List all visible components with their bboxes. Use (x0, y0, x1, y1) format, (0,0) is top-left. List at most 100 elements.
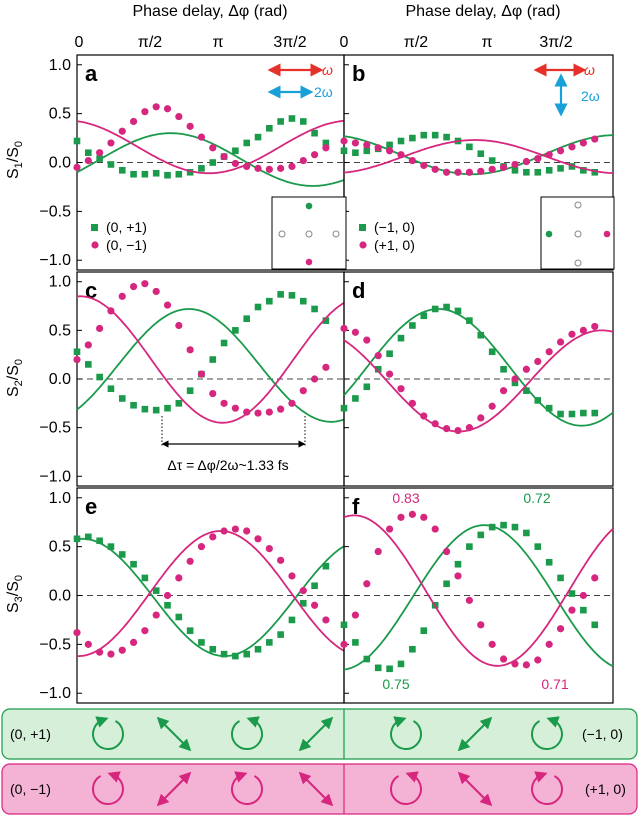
two-omega-label-b: 2ω (581, 88, 600, 104)
data-point-a (277, 118, 284, 125)
data-point-e (141, 627, 149, 635)
data-point-b (397, 137, 405, 145)
data-point-e (243, 527, 251, 535)
legend-b-magenta: (+1, 0) (374, 237, 415, 253)
data-point-d (568, 330, 576, 338)
data-point-b (386, 141, 393, 149)
y-tick-label: 1.0 (49, 490, 71, 507)
circular-polarization-icon (91, 771, 124, 805)
data-point-e (175, 574, 183, 582)
data-point-d (477, 331, 485, 339)
data-point-c (84, 341, 92, 349)
data-point-e (96, 537, 103, 545)
circular-polarization-icon (231, 771, 264, 805)
data-point-a (186, 122, 194, 130)
legend-marker-magenta (359, 241, 367, 249)
data-point-d (591, 322, 599, 331)
data-point-d (579, 326, 587, 334)
data-point-f (591, 574, 599, 582)
data-point-f (568, 590, 576, 597)
data-point-c (118, 292, 126, 300)
data-point-e (243, 650, 251, 658)
data-point-c (175, 321, 183, 330)
data-point-e (85, 533, 92, 541)
data-point-f (420, 627, 428, 634)
fit-curve-c-green (76, 308, 345, 423)
data-point-c (118, 395, 126, 402)
data-point-d (465, 424, 473, 432)
data-point-f (522, 661, 530, 669)
data-point-e (288, 616, 296, 624)
top-tick: 3π/2 (539, 34, 572, 51)
data-point-f (374, 547, 382, 556)
data-point-b (397, 151, 405, 159)
data-point-a (107, 161, 115, 168)
data-point-a (288, 115, 296, 122)
data-point-b (340, 147, 348, 155)
data-point-b (374, 144, 382, 152)
data-point-f (420, 513, 428, 521)
data-point-c (197, 370, 206, 378)
inset-dot-empty (574, 201, 582, 209)
data-point-f (397, 513, 405, 521)
data-point-e (220, 650, 228, 658)
annot-083: 0.83 (392, 490, 419, 506)
data-point-a (73, 163, 81, 171)
strip-label-right-green: (−1, 0) (582, 726, 623, 742)
data-point-a (220, 153, 228, 161)
data-point-a (73, 137, 81, 145)
data-point-f (477, 531, 485, 539)
data-point-b (466, 143, 473, 151)
inset-dot-empty (574, 259, 582, 267)
data-point-b (408, 156, 416, 165)
data-point-e (209, 645, 217, 653)
data-point-b (409, 134, 416, 142)
data-point-b (568, 163, 576, 170)
data-point-c (322, 363, 330, 371)
data-point-b (534, 168, 542, 176)
fit-curve-f-magenta (343, 514, 614, 667)
data-point-d (511, 379, 519, 387)
data-point-d (534, 397, 542, 404)
data-point-f (568, 606, 576, 614)
legend-marker-magenta (91, 241, 99, 249)
data-point-e (254, 645, 262, 653)
data-point-a (254, 133, 262, 141)
y-tick-label: 0.5 (49, 539, 71, 556)
data-point-a (243, 139, 251, 147)
data-point-d (580, 409, 587, 417)
data-point-d (488, 402, 496, 410)
data-point-b (431, 165, 439, 173)
data-point-b (568, 143, 576, 151)
data-point-d (466, 317, 473, 324)
inset-dot-green (305, 202, 313, 210)
data-point-a (197, 133, 206, 141)
fit-curve-d-green (343, 308, 614, 427)
data-point-d (431, 420, 439, 428)
data-point-d (545, 404, 553, 412)
data-point-a (266, 124, 273, 132)
data-point-a (243, 162, 251, 171)
data-point-c (277, 405, 285, 413)
data-point-b (363, 141, 371, 149)
data-point-d (386, 350, 393, 358)
data-point-a (129, 117, 138, 126)
fit-curve-c-magenta (76, 295, 345, 424)
data-point-d (340, 324, 348, 333)
data-point-d (363, 383, 371, 391)
data-point-d (477, 414, 485, 422)
data-point-d (568, 410, 576, 418)
data-point-c (85, 361, 92, 368)
data-point-f (442, 547, 451, 556)
data-point-f (591, 621, 599, 629)
fit-curve-a-green (76, 132, 345, 187)
panel-letter-b: b (352, 61, 365, 86)
top-tick: 0 (340, 34, 349, 51)
data-point-c (243, 315, 251, 322)
data-point-a (96, 155, 103, 162)
data-point-c (107, 385, 115, 393)
data-point-e (84, 640, 92, 648)
y-tick-label: 0.0 (49, 371, 71, 388)
inset-dot-green (545, 230, 553, 238)
legend-a-green: (0, +1) (106, 219, 147, 235)
